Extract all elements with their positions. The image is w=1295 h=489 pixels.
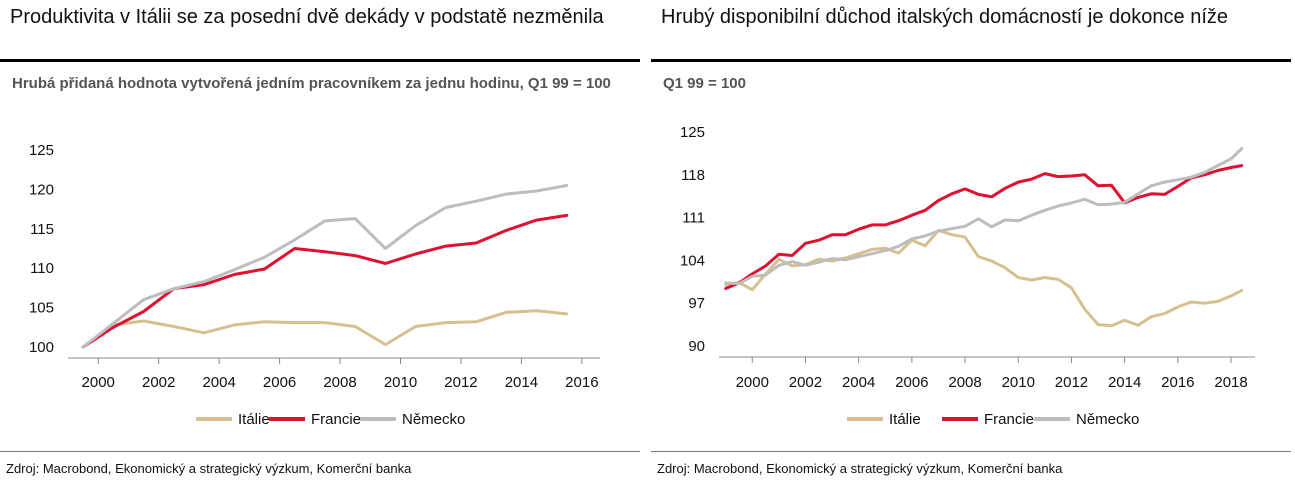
- x-tick-label: 2004: [202, 374, 235, 391]
- source-rule: [651, 451, 1291, 452]
- x-tick-label: 2006: [895, 374, 928, 391]
- x-tick-label: 2002: [142, 374, 175, 391]
- series-line-Německo: [724, 147, 1244, 286]
- x-tick-label: 2012: [444, 374, 477, 391]
- y-tick-label: 100: [29, 339, 54, 356]
- panel-subtitle: Q1 99 = 100: [663, 75, 746, 92]
- y-tick-label: 97: [688, 295, 705, 312]
- panel-title: Hrubý disponibilní důchod italských domá…: [661, 6, 1228, 28]
- chart-panel-productivity: Produktivita v Itálii se za posední dvě …: [0, 0, 640, 489]
- y-tick-label: 105: [29, 300, 54, 317]
- legend-label: Německo: [402, 411, 465, 428]
- x-tick-label: 2014: [1108, 374, 1141, 391]
- legend-label: Německo: [1076, 411, 1139, 428]
- legend-label: Francie: [311, 411, 361, 428]
- x-tick-label: 2008: [323, 374, 356, 391]
- series-line-Francie: [724, 164, 1244, 290]
- legend-label: Itálie: [238, 411, 270, 428]
- x-tick-label: 2012: [1055, 374, 1088, 391]
- x-tick-label: 2002: [789, 374, 822, 391]
- title-rule: [0, 59, 640, 62]
- x-tick-label: 2008: [948, 374, 981, 391]
- x-tick-label: 2000: [82, 374, 115, 391]
- series-line-Německo: [81, 184, 569, 349]
- x-tick-label: 2010: [1002, 374, 1035, 391]
- chart-panel-income: Hrubý disponibilní důchod italských domá…: [651, 0, 1291, 489]
- series-line-Itálie: [81, 309, 569, 349]
- legend-label: Itálie: [889, 411, 921, 428]
- y-tick-label: 90: [688, 338, 705, 355]
- x-tick-label: 2006: [263, 374, 296, 391]
- y-tick-label: 120: [29, 181, 54, 198]
- x-tick-label: 2016: [565, 374, 598, 391]
- panel-subtitle: Hrubá přidaná hodnota vytvořená jedním p…: [12, 75, 611, 92]
- series-line-Francie: [81, 213, 569, 349]
- source-note: Zdroj: Macrobond, Ekonomický a strategic…: [657, 461, 1063, 476]
- legend-label: Francie: [984, 411, 1034, 428]
- x-tick-label: 2014: [505, 374, 538, 391]
- y-tick-label: 104: [680, 252, 705, 269]
- y-tick-label: 125: [680, 124, 705, 141]
- productivity-line-chart: 100 105 110 115 120 125 2000 2002 2004 2006 2008 20…: [29, 142, 600, 428]
- source-rule: [0, 451, 640, 452]
- x-tick-label: 2016: [1161, 374, 1194, 391]
- x-tick-label: 2018: [1214, 374, 1247, 391]
- x-tick-label: 2010: [384, 374, 417, 391]
- source-note: Zdroj: Macrobond, Ekonomický a strategic…: [6, 461, 412, 476]
- y-tick-label: 118: [681, 167, 705, 184]
- series-line-Itálie: [724, 228, 1244, 328]
- panel-title: Produktivita v Itálii se za posední dvě …: [10, 6, 604, 28]
- y-tick-label: 125: [29, 142, 54, 159]
- y-tick-label: 110: [30, 260, 54, 277]
- income-line-chart: 90 97 104 111 118 125 2000 2002 2004 2006 2008 2010…: [680, 124, 1255, 428]
- x-tick-label: 2004: [842, 374, 875, 391]
- y-tick-label: 115: [30, 221, 54, 238]
- x-tick-label: 2000: [736, 374, 769, 391]
- title-rule: [651, 59, 1291, 62]
- y-tick-label: 111: [682, 210, 705, 227]
